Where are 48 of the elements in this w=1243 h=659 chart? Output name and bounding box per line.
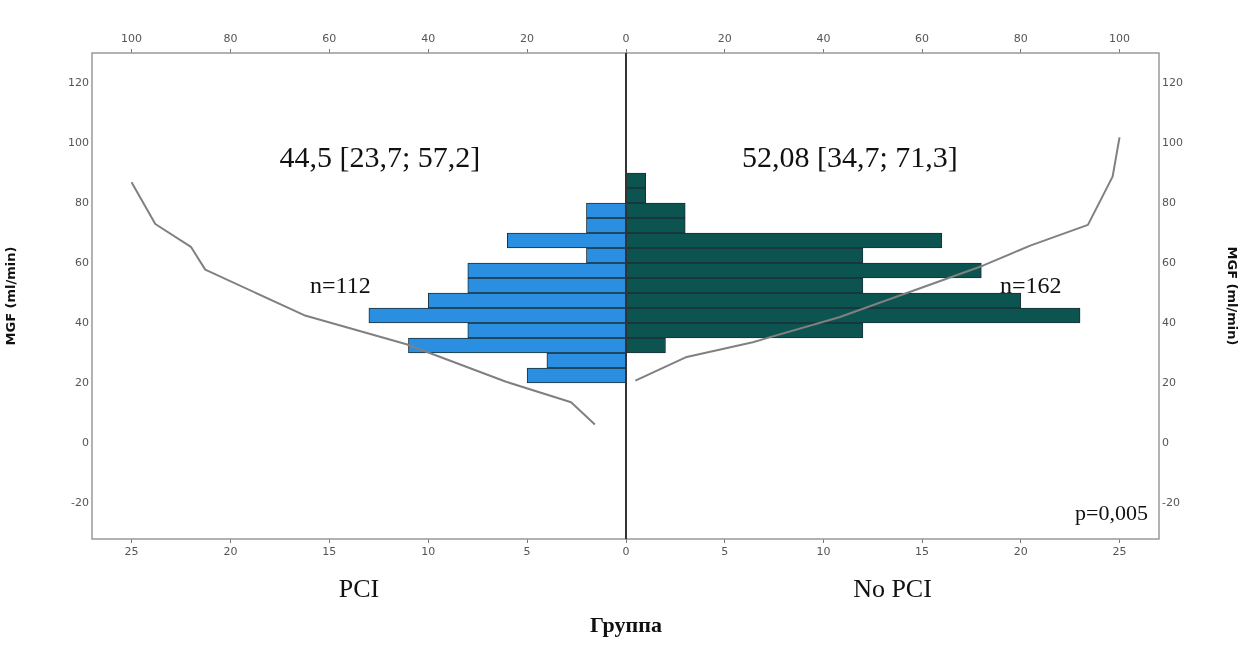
x2-tick-label: 40 — [421, 32, 436, 46]
y-tick-label: 40 — [1162, 315, 1176, 329]
x-tick-label: 20 — [1013, 545, 1028, 559]
y-tick-label: 100 — [1162, 135, 1183, 149]
y-tick-label: 120 — [1162, 75, 1183, 89]
x-axis-title: PCI — [338, 574, 380, 604]
x2-tick-label: 20 — [717, 32, 732, 46]
x-tick-label: 5 — [523, 545, 531, 559]
x-tick-label: 10 — [816, 545, 831, 559]
y-tick-label: 20 — [75, 375, 89, 389]
text: Группа — [590, 612, 662, 638]
x2-tick-label: 40 — [816, 32, 831, 46]
x-tick-label: 0 — [622, 545, 630, 559]
x-tick-label: 5 — [721, 545, 729, 559]
x-tick-label: 25 — [124, 545, 139, 559]
y-tick-label: 120 — [68, 75, 89, 89]
x2-tick-label: 60 — [915, 32, 930, 46]
x2-tick-label: 20 — [520, 32, 535, 46]
x-tick-label: 10 — [421, 545, 436, 559]
y-tick-label: 80 — [1162, 195, 1176, 209]
x2-tick-label: 100 — [1109, 32, 1131, 46]
annotation: 52,08 [34,7; 71,3] — [742, 140, 958, 174]
x2-tick-label: 0 — [622, 32, 630, 46]
x-tick-label: 20 — [223, 545, 238, 559]
y-tick-label: -20 — [71, 495, 89, 509]
x2-tick-label: 80 — [1013, 32, 1028, 46]
x2-tick-label: 80 — [223, 32, 238, 46]
y-tick-label: 60 — [75, 255, 89, 269]
x2-tick-label: 60 — [322, 32, 337, 46]
y-tick-label: 20 — [1162, 375, 1176, 389]
annotation: p=0,005 — [1075, 500, 1148, 526]
x-tick-label: 25 — [1112, 545, 1127, 559]
x-tick-label: 15 — [322, 545, 337, 559]
y-tick-label: 80 — [75, 195, 89, 209]
y-tick-label: 0 — [82, 435, 89, 449]
y-axis-title: MGF (ml/min) — [3, 246, 19, 346]
annotation: 44,5 [23,7; 57,2] — [279, 140, 481, 174]
x2-tick-label: 100 — [121, 32, 143, 46]
y-tick-label: 60 — [1162, 255, 1176, 269]
y-tick-label: 100 — [68, 135, 89, 149]
x-tick-label: 15 — [915, 545, 930, 559]
annotation: n=162 — [1000, 272, 1062, 299]
y-tick-label: -20 — [1162, 495, 1180, 509]
y-axis-title: MGF (ml/min) — [1224, 246, 1240, 346]
x-axis-title: No PCI — [853, 574, 932, 604]
annotation: n=112 — [310, 272, 371, 299]
y-tick-label: 0 — [1162, 435, 1169, 449]
y-tick-label: 40 — [75, 315, 89, 329]
